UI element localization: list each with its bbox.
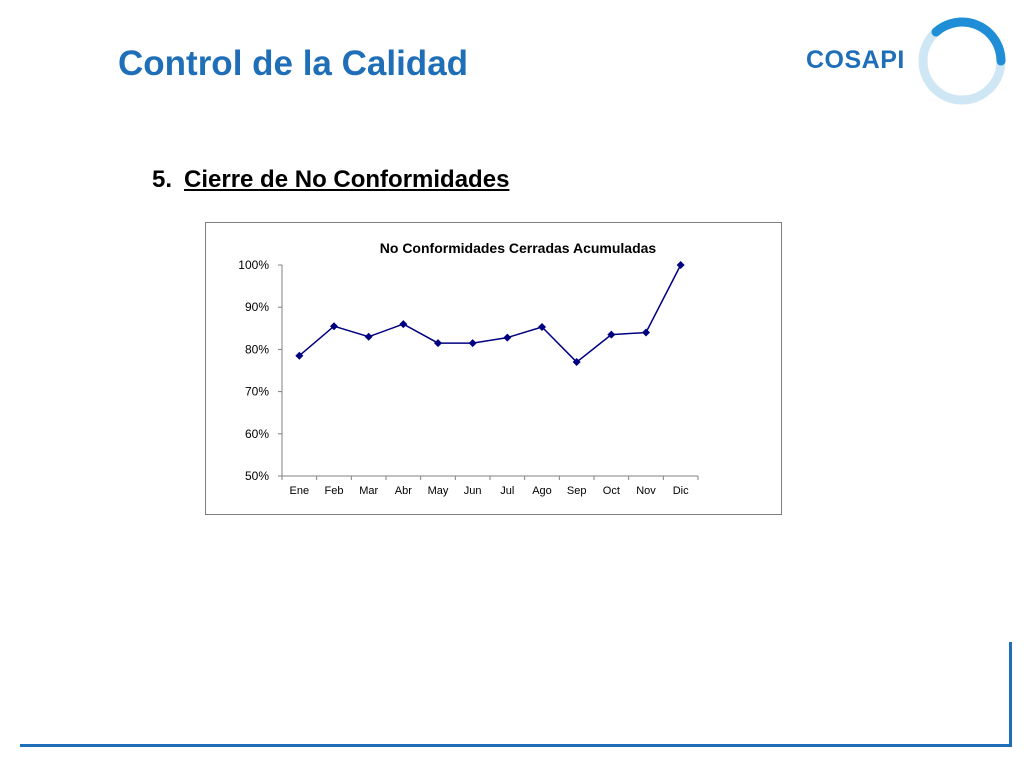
section-number: 5. <box>152 166 173 193</box>
data-point-marker <box>538 323 546 332</box>
x-tick-label: Jul <box>500 485 514 497</box>
y-tick-label: 70% <box>245 385 269 399</box>
data-point-marker <box>295 351 304 360</box>
x-tick-label: Abr <box>395 485 412 497</box>
chart-series <box>295 261 685 367</box>
line-chart: No Conformidades Cerradas Acumuladas 50%… <box>238 240 699 497</box>
data-point-marker <box>676 261 685 269</box>
section-title: Cierre de No Conformidades <box>184 166 510 193</box>
data-point-marker <box>399 320 408 329</box>
data-point-marker <box>364 332 373 341</box>
series-line <box>298 264 682 364</box>
y-tick-label: 100% <box>238 258 269 272</box>
logo-ring-icon <box>918 17 1006 105</box>
chart-frame: No Conformidades Cerradas Acumuladas 50%… <box>205 222 782 515</box>
x-tick-label: Jun <box>464 485 482 497</box>
section-heading: 5. Cierre de No Conformidades <box>152 166 509 194</box>
x-tick-label: Ago <box>532 485 552 497</box>
y-tick-label: 80% <box>245 342 269 356</box>
x-tick-label: Oct <box>603 485 620 497</box>
x-tick-label: May <box>428 485 449 497</box>
y-tick-label: 50% <box>245 469 269 483</box>
frame-line-bottom <box>20 744 1012 747</box>
frame-line-right <box>1009 642 1012 746</box>
x-tick-label: Dic <box>673 485 689 497</box>
x-tick-label: Nov <box>636 485 656 497</box>
x-tick-label: Feb <box>325 485 344 497</box>
company-logo-text: COSAPI <box>806 46 905 74</box>
y-tick-label: 90% <box>245 300 269 314</box>
x-tick-label: Mar <box>359 485 378 497</box>
data-point-marker <box>503 333 512 342</box>
data-point-marker <box>434 339 442 348</box>
data-point-marker <box>572 358 581 367</box>
data-point-marker <box>607 330 616 339</box>
chart-title: No Conformidades Cerradas Acumuladas <box>380 240 657 256</box>
data-point-marker <box>468 339 477 348</box>
data-point-marker <box>642 328 650 337</box>
page-title: Control de la Calidad <box>118 44 469 83</box>
y-tick-label: 60% <box>245 427 269 441</box>
chart-axes: 50% 60% 70% 80% 90% 100% Ene Feb Mar Abr May Jun Jul… <box>238 258 699 497</box>
x-tick-label: Sep <box>567 485 587 497</box>
data-point-marker <box>330 322 338 331</box>
x-tick-label: Ene <box>290 485 310 497</box>
